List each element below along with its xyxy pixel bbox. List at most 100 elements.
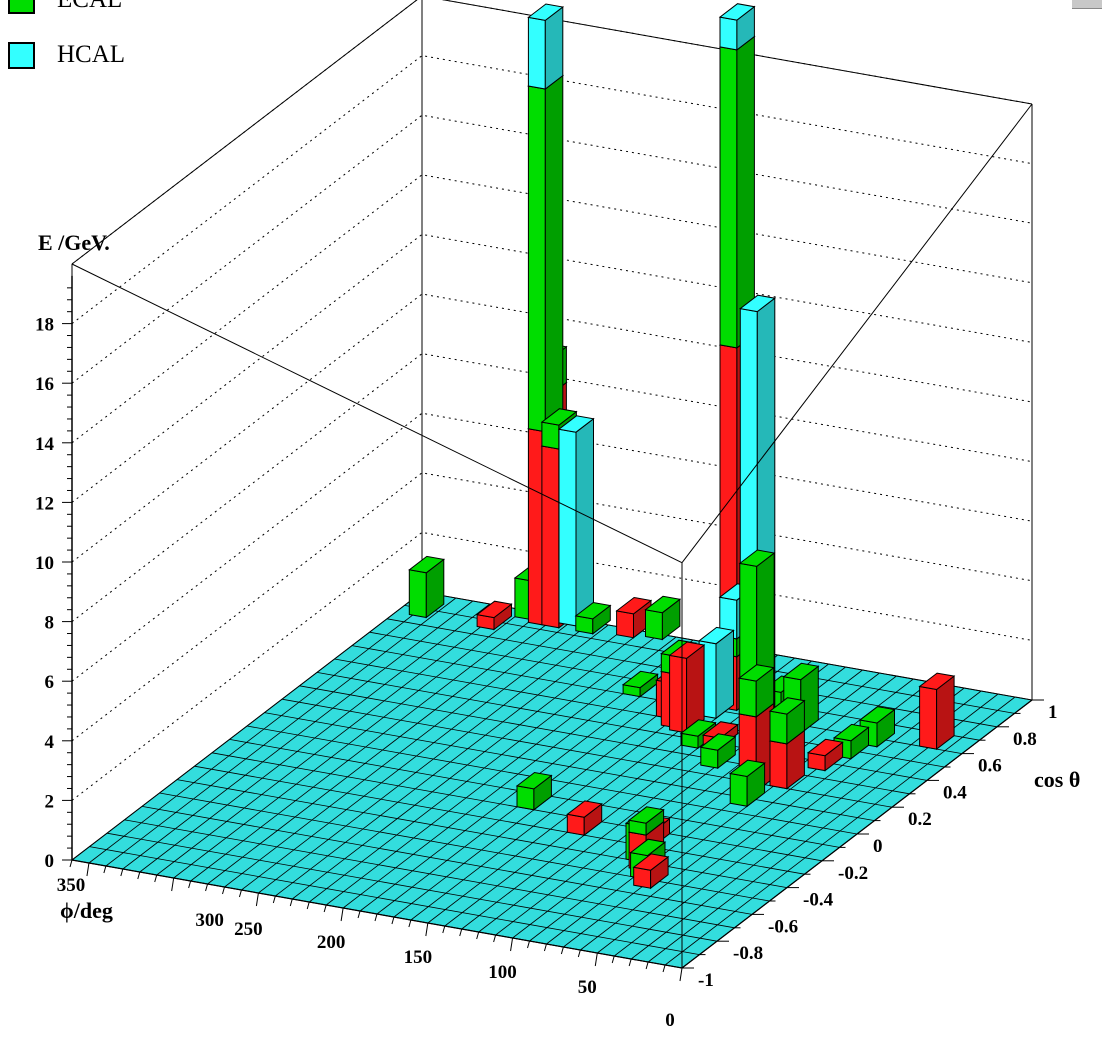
gridline [71, 114, 1033, 384]
phi-tick [171, 877, 175, 892]
floor-line-cos [159, 792, 770, 902]
phi-tick [340, 907, 344, 922]
tower-face-front [541, 421, 560, 450]
phi-tick [679, 967, 683, 982]
cos-tick-label: 0.4 [943, 782, 967, 803]
gridline [71, 472, 1033, 742]
gridline [71, 174, 1033, 444]
z-axis: 0 2 4 6 8 10 12 14 16 18 [35, 275, 73, 872]
tower-face-top [668, 641, 706, 659]
tower-face-front [700, 746, 719, 769]
y-axis-title: cos θ [1034, 767, 1080, 792]
phi-tick [611, 955, 615, 964]
tower-face-side [544, 5, 564, 91]
legend-label-hcal: HCAL [57, 41, 126, 68]
z-axis-title: E /GeV. [38, 230, 110, 255]
tower-face-top [629, 838, 667, 857]
z-tick-label: 8 [45, 613, 55, 634]
x-axis-title: ϕ/deg [60, 898, 113, 923]
tower [699, 733, 737, 770]
tower-face-top [738, 549, 776, 567]
tower [632, 853, 670, 890]
tower [668, 641, 706, 734]
phi-tick [560, 946, 564, 955]
phi-tick [408, 919, 412, 928]
z-tick-label: 18 [35, 315, 54, 336]
tower-face-top [627, 806, 665, 824]
tower-face-top [737, 664, 775, 682]
z-tick-label: 2 [45, 791, 55, 812]
tower-face-top [408, 555, 446, 574]
tower-face-top [806, 738, 844, 757]
floor-line-cos [141, 806, 753, 915]
cos-tick-label: 0.8 [1013, 729, 1037, 750]
phi-tick [527, 940, 530, 949]
legend-swatch-ecal [8, 0, 35, 14]
phi-tick [323, 904, 327, 913]
tower-face-top [739, 294, 777, 313]
phi-tick [289, 898, 293, 907]
phi-tick [459, 928, 463, 937]
legend-swatch-hcal [8, 41, 35, 69]
tower [728, 759, 766, 808]
phi-tick [255, 892, 259, 907]
tower-face-front [769, 710, 788, 745]
legend-item-ecal: ECAL [8, 0, 122, 15]
legend-item-hcal: HCAL [8, 40, 125, 70]
tower-face-front [645, 609, 663, 641]
phi-tick-label: 250 [234, 919, 263, 940]
tower-face-top [574, 601, 612, 620]
tower [768, 697, 806, 790]
phi-tick-label: 150 [404, 947, 433, 968]
tower-face-front [919, 685, 938, 750]
tower-face-top [768, 697, 806, 715]
tower-face-top [515, 771, 553, 790]
phi-tick [306, 901, 310, 910]
cos-axis: -1 -0.8-0.6-0.4-0.20 0.2 0.4 0.6 0.8 1 [682, 699, 1058, 991]
floor-line-cos [299, 685, 910, 795]
gridline [71, 412, 1033, 682]
floor-line-cos [194, 765, 805, 875]
tower-face-top [632, 853, 670, 871]
phi-tick-label: 100 [488, 962, 517, 983]
phi-tick [272, 895, 276, 904]
z-tick-label: 4 [45, 732, 55, 753]
cos-tick-label: 0 [873, 836, 883, 857]
tower-face-top [566, 800, 603, 818]
phi-tick [510, 937, 514, 952]
tower [806, 738, 844, 772]
phi-tick [120, 868, 124, 877]
tower-face-front [527, 16, 546, 90]
cos-tick-label: -0.4 [803, 890, 834, 911]
tower-face-top [621, 670, 659, 689]
floor-line-cos [124, 819, 735, 929]
tower [527, 3, 565, 627]
phi-tick [391, 916, 395, 925]
tower-face-top [918, 672, 956, 691]
floor-line-cos [264, 712, 875, 821]
tower-face-front [616, 610, 634, 639]
gridline [71, 531, 1033, 801]
tower-face-top [679, 719, 717, 737]
phi-tick [425, 922, 429, 937]
tower-face-front [558, 428, 577, 627]
tower-face-top [718, 3, 756, 21]
tower-face-side [575, 417, 594, 627]
phi-tick [476, 931, 480, 940]
tower-face-top [527, 3, 565, 21]
phi-tick [628, 958, 632, 967]
tower-face-top [697, 626, 735, 645]
cos-tick-label: 1 [1048, 702, 1058, 723]
gridline [71, 233, 1033, 503]
phi-tick [543, 943, 547, 952]
phi-tick-label: 200 [317, 932, 346, 953]
tower-face-front [738, 677, 757, 718]
frame-top-back [71, 0, 1033, 265]
tower [515, 771, 553, 811]
floor-line-cos [246, 725, 858, 835]
floor-line-cos [281, 698, 893, 808]
phi-tick [205, 883, 209, 892]
phi-tick [188, 880, 192, 889]
tower-face-side [715, 629, 734, 720]
